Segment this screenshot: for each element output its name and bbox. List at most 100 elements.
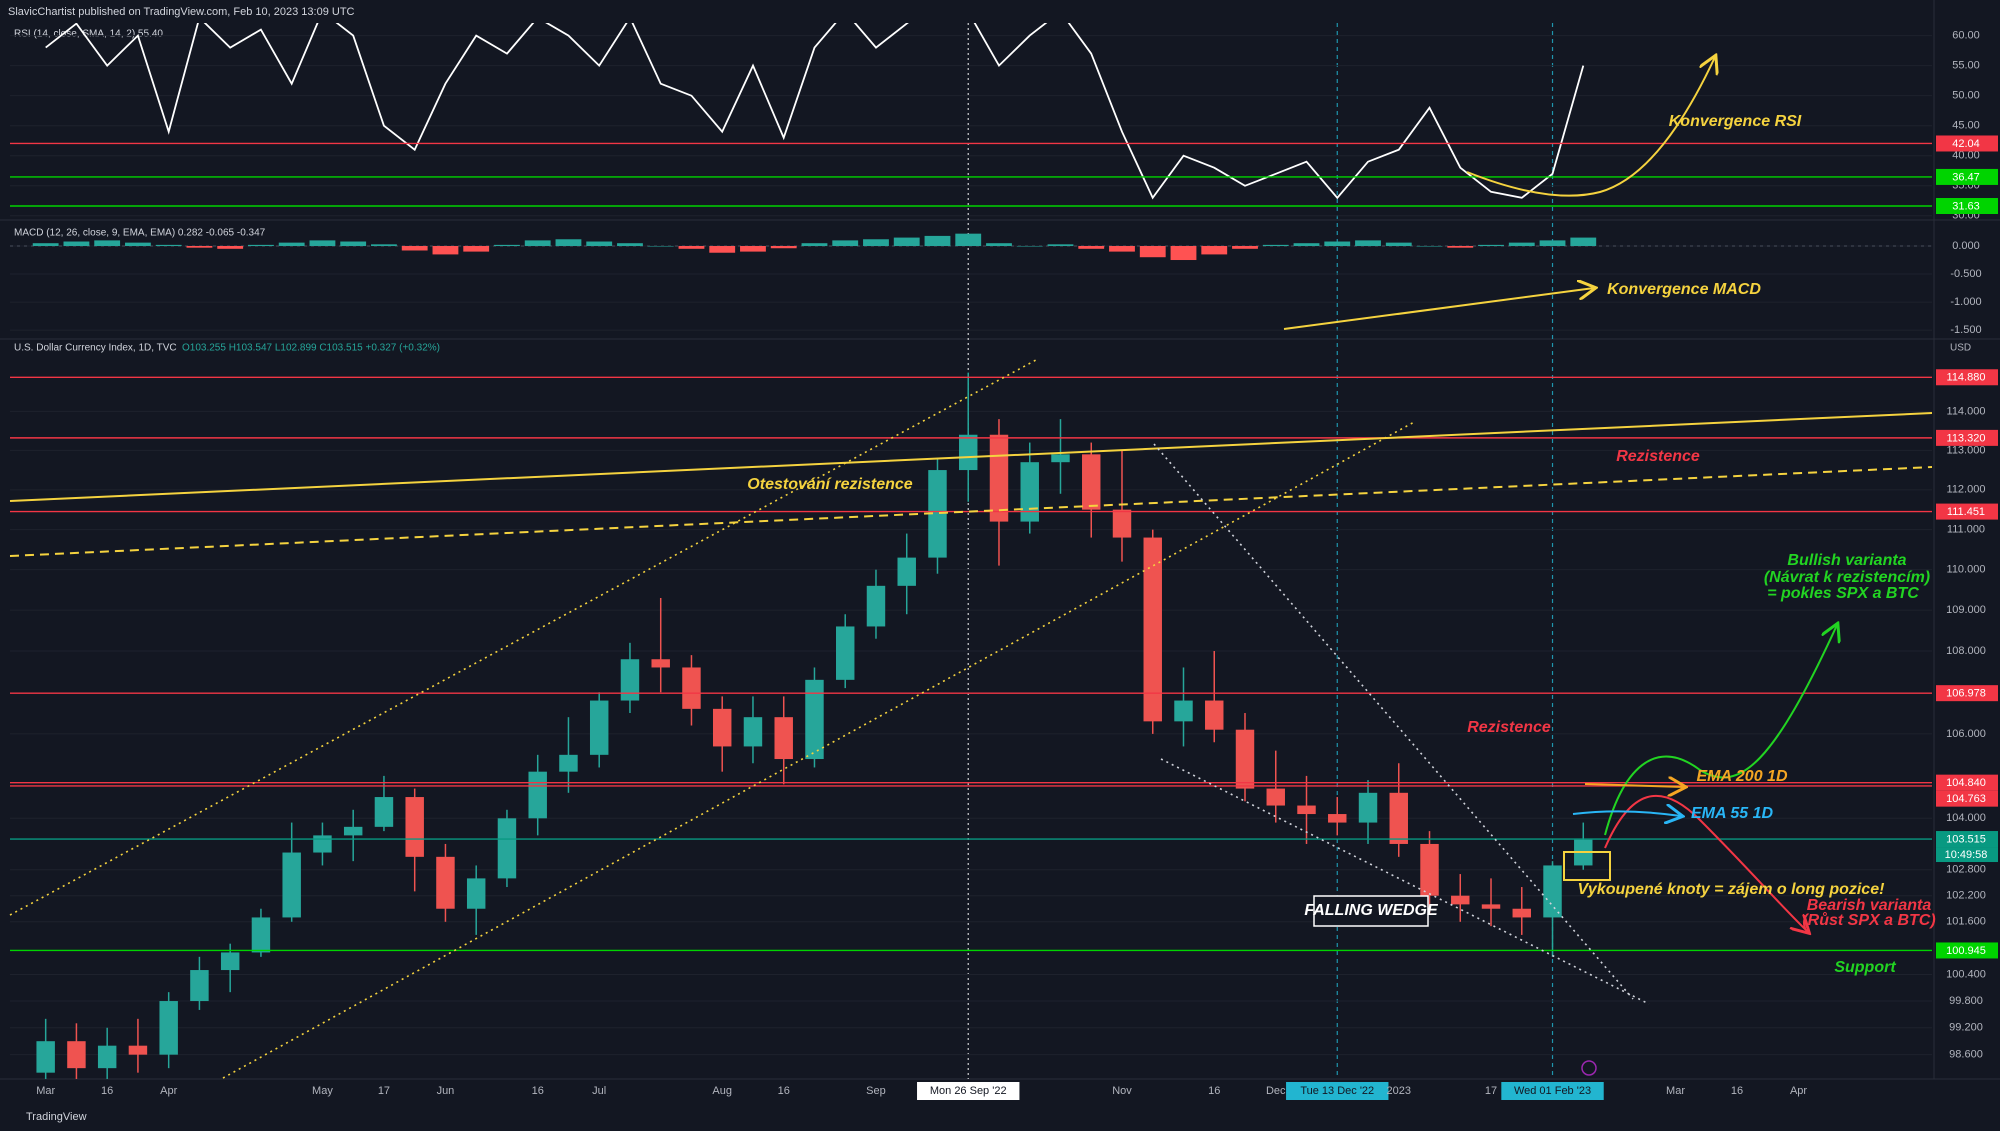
histogram-bar	[463, 246, 490, 252]
histogram-bar	[278, 242, 305, 246]
x-tick-label: Dec	[1266, 1085, 1286, 1097]
x-tick-label: 16	[778, 1085, 790, 1097]
level-label-box	[1936, 942, 1998, 959]
histogram-bar	[555, 239, 582, 246]
candle-body	[620, 659, 640, 701]
histogram-bar	[863, 239, 889, 246]
rsi-pane	[10, 23, 1932, 217]
candle-body	[466, 878, 486, 909]
x-marker-box	[1286, 1082, 1389, 1100]
arrow	[1584, 784, 1684, 787]
candle-body	[1020, 462, 1039, 522]
y-tick-label: 109.000	[1946, 604, 1986, 616]
x-tick-label: 16	[1208, 1085, 1220, 1097]
annotation: EMA 200 1D	[1697, 768, 1788, 785]
y-tick-label: 101.600	[1946, 916, 1986, 928]
x-tick-label: Sep	[866, 1085, 886, 1097]
x-tick-label: Mar	[1666, 1085, 1685, 1097]
y-tick-label: 98.600	[1949, 1049, 1983, 1061]
histogram-bar	[1170, 246, 1197, 261]
candle-body	[589, 700, 609, 755]
histogram-bar	[340, 241, 367, 246]
legend: RSI (14, close, SMA, 14, 2) 55.40	[14, 29, 163, 40]
y-tick-label: 106.000	[1946, 728, 1986, 740]
y-tick-label: 102.200	[1946, 890, 1986, 902]
candle-body	[1082, 454, 1101, 510]
candle-body	[712, 708, 732, 747]
histogram-bar	[1539, 240, 1566, 246]
channel-line	[222, 420, 1417, 1079]
histogram-bar	[32, 243, 59, 246]
candle-body	[220, 952, 240, 971]
histogram-bar	[1047, 244, 1074, 246]
histogram-bar	[1478, 244, 1504, 246]
legend-values: O103.255 H103.547 L102.899 C103.515 +0.3…	[182, 343, 440, 354]
footer: TradingView	[26, 1111, 87, 1123]
histogram-bar	[1416, 246, 1443, 247]
price-pane	[10, 372, 1932, 1079]
y-tick-label: 40.00	[1952, 150, 1980, 162]
level-label: 36.47	[1952, 171, 1980, 183]
histogram-bar	[955, 233, 982, 246]
x-tick-label: Apr	[160, 1085, 177, 1097]
candle-body	[805, 679, 824, 760]
candle-body	[282, 852, 301, 918]
x-tick-label: Wed 01 Feb '23	[1514, 1085, 1591, 1097]
level-label: 103.515	[1946, 833, 1986, 845]
candle-body	[251, 917, 271, 953]
annotation: Konvergence RSI	[1669, 113, 1802, 130]
histogram-bar	[94, 240, 121, 246]
candle-body	[1512, 908, 1531, 918]
candle-body	[1389, 792, 1408, 844]
histogram-bar	[893, 237, 920, 246]
candle-body	[866, 585, 886, 627]
histogram-bar	[371, 244, 397, 246]
x-tick-label: Jul	[592, 1085, 606, 1097]
level-sublabel-box	[1936, 847, 1998, 863]
y-tick-label: -1.500	[1950, 324, 1981, 336]
candle-body	[959, 434, 978, 471]
candle-body	[1266, 788, 1285, 806]
histogram-bar	[647, 246, 674, 247]
histogram-bar	[155, 244, 182, 246]
histogram-bar	[309, 240, 336, 246]
level-label-box	[1936, 198, 1998, 215]
candle-body	[1451, 895, 1470, 905]
level-label: 113.320	[1947, 432, 1986, 444]
annotation: Konvergence MACD	[1607, 281, 1761, 298]
level-sublabel: 10:49:58	[1945, 849, 1988, 861]
histogram-bar	[63, 241, 90, 246]
histogram-bar	[125, 242, 151, 246]
candle-body	[190, 970, 209, 1002]
histogram-bar	[678, 246, 705, 249]
level-label-box	[1936, 168, 1998, 185]
candle-body	[1051, 454, 1070, 463]
annotation: Vykoupené knoty = zájem o long pozice!	[1578, 881, 1886, 898]
annotation: Bullish varianta	[1787, 552, 1906, 569]
histogram-bar	[832, 240, 859, 246]
candle-body	[405, 797, 424, 857]
annotation: Support	[1834, 959, 1896, 976]
y-tick-label: -0.500	[1950, 268, 1981, 280]
histogram-bar	[1508, 242, 1535, 246]
histogram-bar	[586, 241, 613, 246]
y-tick-label: 45.00	[1952, 120, 1980, 132]
candle-body	[1420, 843, 1439, 896]
annotation: = pokles SPX a BTC	[1767, 585, 1919, 602]
candle-body	[928, 470, 947, 558]
candle-body	[774, 717, 793, 760]
histogram-bar	[801, 243, 828, 246]
candle-body	[559, 754, 578, 772]
histogram-bar	[1324, 241, 1351, 246]
histogram-bar	[1139, 246, 1166, 258]
event-icon	[1581, 1060, 1597, 1076]
x-tick-label: 16	[101, 1085, 113, 1097]
level-label: 104.763	[1946, 793, 1986, 805]
annotation: (Návrat k rezistencím)	[1764, 569, 1930, 586]
histogram-bar	[1447, 246, 1474, 248]
arrow	[1466, 57, 1715, 197]
y-tick-label: 111.000	[1947, 523, 1985, 535]
level-label: 114.880	[1947, 372, 1986, 384]
x-tick-label: Mar	[36, 1085, 55, 1097]
